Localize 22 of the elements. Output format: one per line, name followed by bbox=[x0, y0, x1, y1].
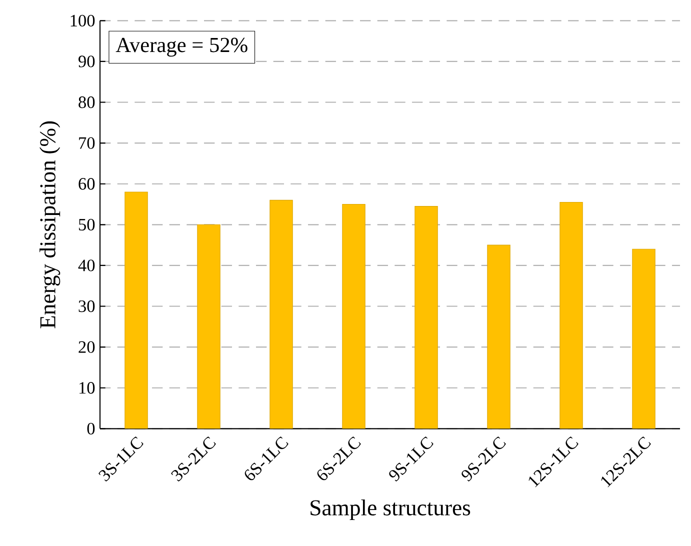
y-tick-label: 30 bbox=[78, 300, 95, 312]
y-tick-label: 40 bbox=[78, 260, 95, 272]
annotation: Average = 52% bbox=[116, 38, 248, 57]
bar bbox=[632, 248, 656, 429]
y-tick-label: 60 bbox=[78, 178, 95, 190]
x-axis-title: Sample structures bbox=[310, 500, 470, 520]
y-tick-label: 80 bbox=[78, 96, 95, 108]
y-tick-label: 10 bbox=[79, 382, 95, 394]
bar bbox=[197, 224, 220, 429]
y-tick-label: 100 bbox=[70, 14, 95, 27]
y-tick-label: 70 bbox=[79, 137, 95, 149]
y-tick-label: 50 bbox=[78, 218, 95, 231]
bar bbox=[270, 200, 293, 429]
y-axis-title: Energy dissipation (%) bbox=[40, 121, 60, 328]
y-tick-label: 90 bbox=[78, 56, 95, 68]
bar bbox=[487, 244, 510, 429]
bar bbox=[560, 202, 583, 429]
bar bbox=[414, 206, 438, 429]
bar bbox=[124, 192, 148, 429]
y-tick-label: 20 bbox=[78, 341, 95, 353]
y-tick-label: 0 bbox=[87, 422, 95, 435]
bar bbox=[342, 204, 366, 429]
